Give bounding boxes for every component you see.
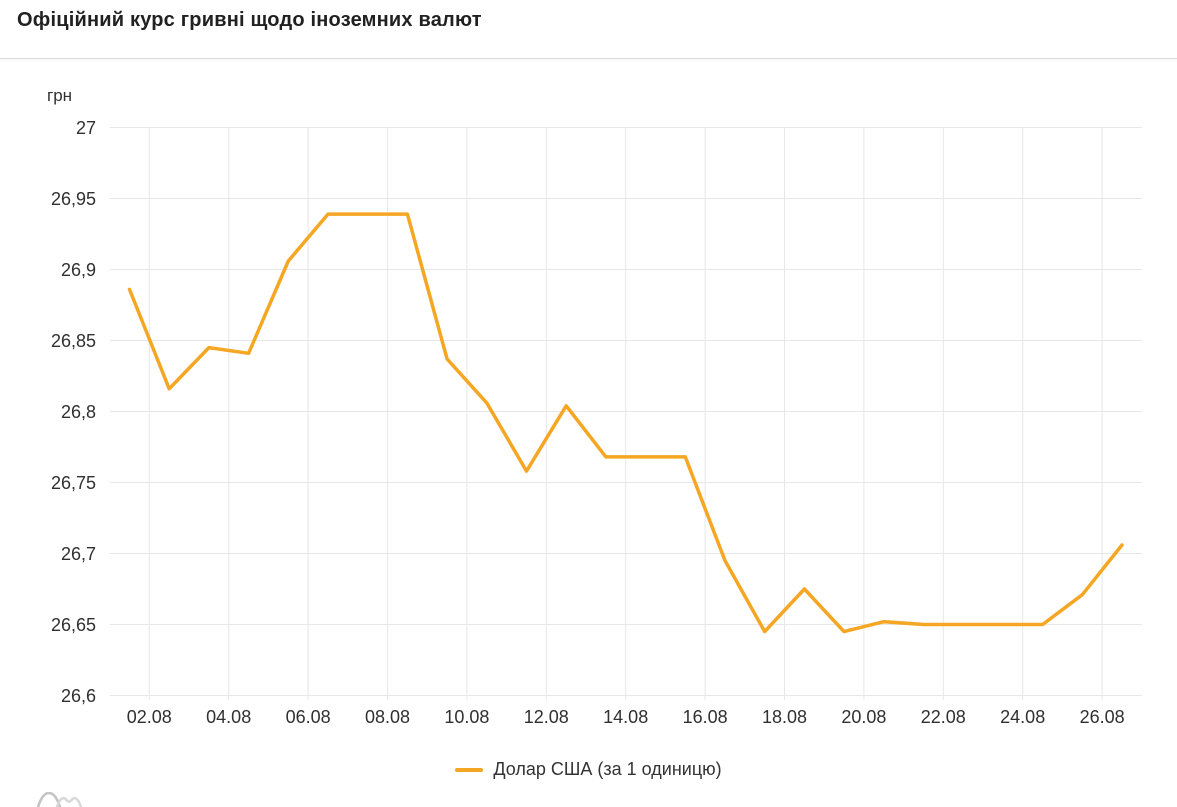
- legend-line-marker: [455, 767, 484, 772]
- y-axis-label: 26,9: [60, 259, 96, 280]
- x-axis-label: 06.08: [285, 707, 331, 727]
- x-axis-label: 04.08: [206, 707, 252, 727]
- x-axis-label: 22.08: [920, 707, 966, 727]
- x-axis-label: 02.08: [126, 707, 172, 727]
- x-axis-label: 10.08: [444, 707, 490, 727]
- y-axis-label: 26,85: [50, 330, 96, 351]
- y-axis-label: 26,8: [60, 401, 96, 422]
- chart-title: Офіційний курс гривні щодо іноземних вал…: [17, 9, 482, 31]
- chart-container: грн 27 26,95 26,9 26,85 26,8 26,75 26,7 26,65 26…: [0, 60, 1177, 807]
- y-axis-label: 26,6: [60, 685, 96, 706]
- watermark-logo: [36, 792, 83, 807]
- x-axis-label: 08.08: [364, 707, 411, 727]
- y-axis-unit-label: грн: [47, 86, 73, 105]
- x-axis-label: 14.08: [603, 707, 649, 727]
- widget-header: Офіційний курс гривні щодо іноземних вал…: [0, 0, 1177, 59]
- y-axis-label: 26,7: [60, 543, 96, 564]
- x-axis-label: 26.08: [1079, 707, 1125, 727]
- x-axis-label: 12.08: [523, 707, 569, 727]
- x-axis-label: 24.08: [1000, 707, 1046, 727]
- y-axis-label: 26,65: [50, 614, 96, 635]
- y-axis-label: 26,75: [50, 472, 96, 493]
- chart-legend[interactable]: Долар США (за 1 одиницю): [0, 759, 1177, 780]
- y-axis-label: 26,95: [50, 188, 96, 209]
- x-axis-label: 16.08: [682, 707, 728, 727]
- usd-rate-line-chart[interactable]: [0, 60, 1177, 755]
- usd-series-line[interactable]: [127, 212, 1124, 634]
- x-axis-label: 18.08: [761, 707, 808, 727]
- y-axis-label: 27: [75, 117, 96, 138]
- x-axis-label: 20.08: [841, 707, 887, 727]
- legend-series-label: Долар США (за 1 одиницю): [493, 759, 722, 779]
